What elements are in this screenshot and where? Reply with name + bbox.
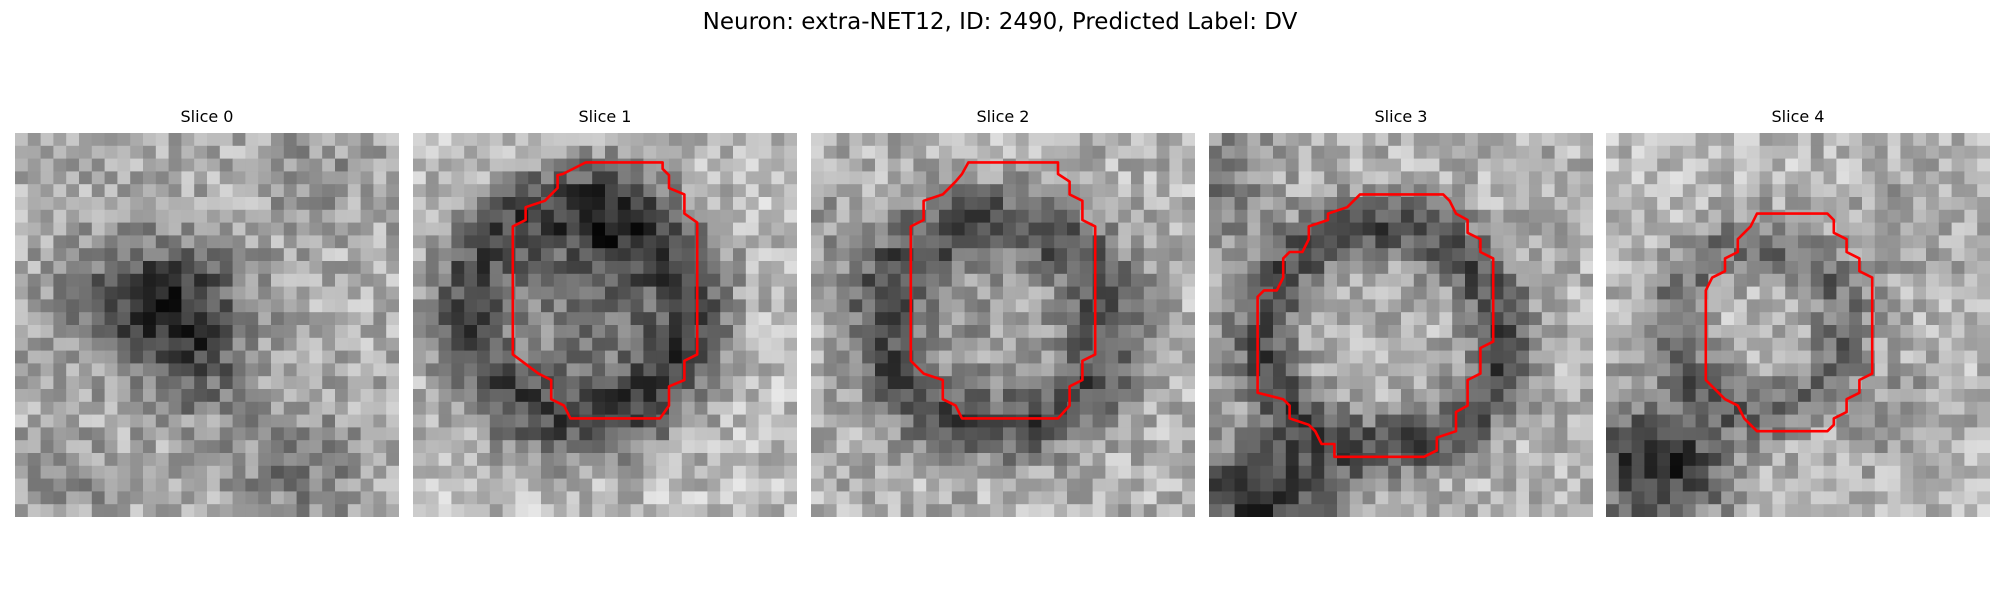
slice-panel-3: Slice 3 bbox=[1209, 107, 1593, 517]
slice-image-3 bbox=[1209, 133, 1593, 517]
slice-title-0: Slice 0 bbox=[180, 107, 234, 126]
slice-image-0 bbox=[15, 133, 399, 517]
slice-title-4: Slice 4 bbox=[1771, 107, 1825, 126]
segmentation-contour-3 bbox=[1256, 193, 1495, 459]
slice-panel-2: Slice 2 bbox=[811, 107, 1195, 517]
slice-panel-1: Slice 1 bbox=[413, 107, 797, 517]
slice-image-1 bbox=[413, 133, 797, 517]
segmentation-contour-2 bbox=[909, 161, 1097, 420]
segmentation-contour-1 bbox=[511, 161, 699, 420]
slice-title-1: Slice 1 bbox=[578, 107, 632, 126]
slice-panel-0: Slice 0 bbox=[15, 107, 399, 517]
slice-title-2: Slice 2 bbox=[976, 107, 1030, 126]
segmentation-contour-4 bbox=[1704, 212, 1874, 433]
slice-title-3: Slice 3 bbox=[1374, 107, 1428, 126]
figure-title: Neuron: extra-NET12, ID: 2490, Predicted… bbox=[702, 9, 1298, 35]
slice-panel-4: Slice 4 bbox=[1606, 107, 1990, 517]
slice-image-4 bbox=[1606, 133, 1990, 517]
slice-image-2 bbox=[811, 133, 1195, 517]
